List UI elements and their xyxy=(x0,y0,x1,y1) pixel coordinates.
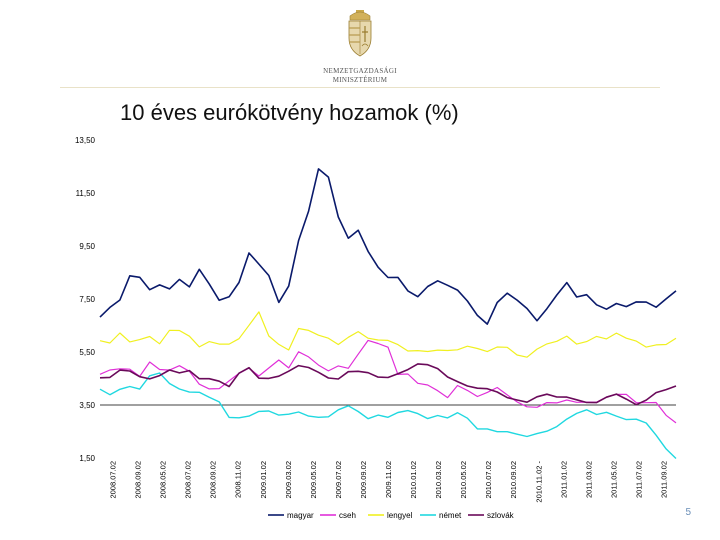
x-tick-label: 2008.07.02 xyxy=(109,461,118,499)
y-tick-label: 3,50 xyxy=(79,401,95,410)
ministry-name-line1: NEMZETGAZDASÁGI xyxy=(323,67,397,75)
coat-of-arms-icon xyxy=(348,10,372,57)
x-tick-label: 2009.09.02 xyxy=(359,461,368,499)
x-tick-label: 2008.09.02 xyxy=(134,461,143,499)
page-number: 5 xyxy=(685,507,691,518)
legend-label: lengyel xyxy=(387,511,413,520)
x-tick-label: 2011.09.02 xyxy=(659,461,668,498)
x-tick-label: 2011.07.02 xyxy=(634,461,643,498)
slide-title: 10 éves eurókötvény hozamok (%) xyxy=(120,100,459,125)
x-tick-label: 2009.05.02 xyxy=(309,461,318,499)
legend-label: cseh xyxy=(339,511,356,520)
x-tick-label: 2008.05.02 xyxy=(159,461,168,499)
x-tick-label: 2010.05.02 xyxy=(459,461,468,499)
legend-label: szlovák xyxy=(487,511,515,520)
x-tick-label: 2011.01.02 xyxy=(559,461,568,498)
series-line-cseh xyxy=(99,339,677,424)
series-line-magyar xyxy=(99,168,677,325)
x-tick-label: 2009.07.02 xyxy=(334,461,343,499)
x-tick-label: 2008.07.02 xyxy=(184,461,193,499)
x-tick-label: 2009.01.02 xyxy=(259,461,268,499)
series-line-szlovák xyxy=(99,363,677,406)
y-tick-label: 7,50 xyxy=(79,295,95,304)
x-tick-label: 2010.01.02 xyxy=(409,461,418,499)
x-tick-label: 2011.03.02 xyxy=(584,461,593,498)
x-tick-label: 2010.09.02 xyxy=(509,461,518,499)
y-tick-label: 5,50 xyxy=(79,348,95,357)
y-tick-label: 9,50 xyxy=(79,242,95,251)
y-tick-label: 13,50 xyxy=(75,136,96,145)
x-tick-label: 2008.09.02 xyxy=(209,461,218,499)
y-tick-label: 11,50 xyxy=(76,189,96,198)
legend-label: magyar xyxy=(287,511,314,520)
x-tick-label: 2008.11.02 xyxy=(234,461,243,498)
x-tick-label: 2010.07.02 xyxy=(484,461,493,499)
x-tick-label: 2011.05.02 xyxy=(609,461,618,498)
series-line-lengyel xyxy=(99,311,677,358)
legend-label: német xyxy=(439,511,462,520)
header-divider xyxy=(60,87,660,88)
x-tick-label: 2009.11.02 xyxy=(384,461,393,498)
x-tick-label: 2009.03.02 xyxy=(284,461,293,499)
ministry-logo: NEMZETGAZDASÁGI MINISZTÉRIUM xyxy=(310,6,410,88)
x-tick-label: 2010.03.02 xyxy=(434,461,443,499)
x-tick-label: 2010.11.02 - xyxy=(534,460,543,502)
series-line-nemet xyxy=(99,372,677,460)
ministry-name-line2: MINISZTÉRIUM xyxy=(332,76,388,84)
y-tick-label: 1,50 xyxy=(79,454,95,463)
